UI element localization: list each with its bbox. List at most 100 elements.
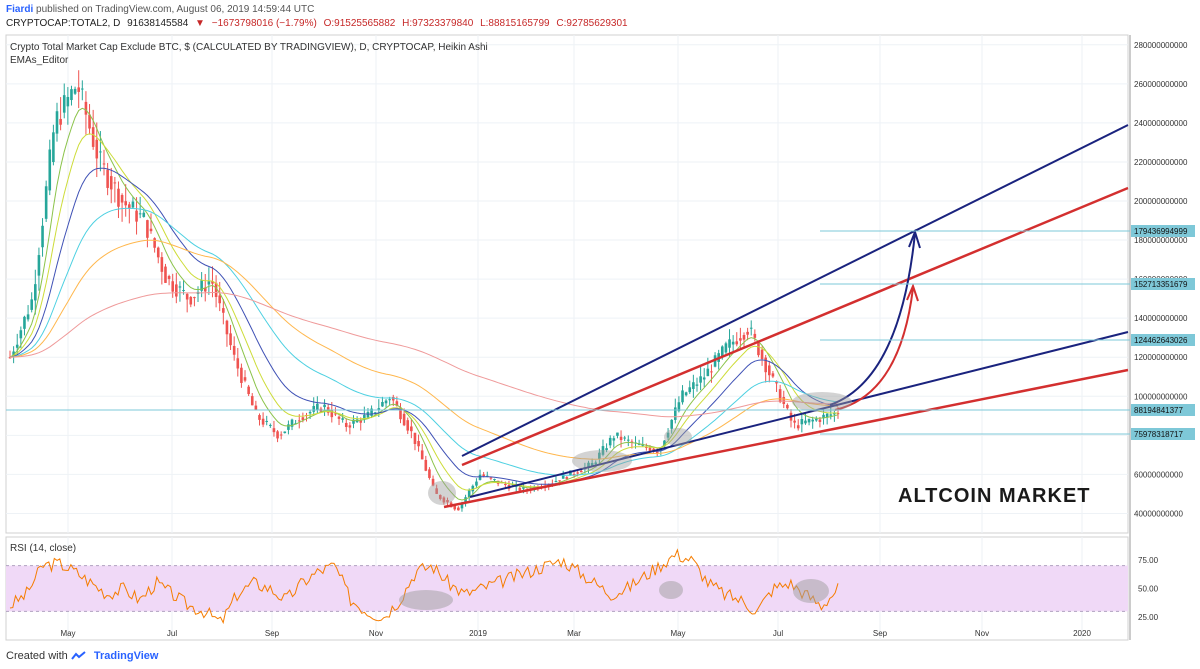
candle-body <box>554 480 558 482</box>
candle-body <box>254 405 258 411</box>
tradingview-brand-link[interactable]: TradingView <box>93 650 159 662</box>
upper-blue-trendline <box>461 124 1129 457</box>
candle-body <box>782 397 786 405</box>
price-tick-label: 260000000000 <box>1134 80 1188 89</box>
candle-body <box>587 462 590 468</box>
candle-body <box>836 413 840 415</box>
candle-body <box>641 444 645 446</box>
candle-body <box>359 420 363 423</box>
candle-body <box>91 127 95 147</box>
candle-body <box>381 401 384 407</box>
rsi-tick-label: 50.00 <box>1138 585 1159 594</box>
candle-body <box>363 414 366 420</box>
candle-body <box>171 281 175 292</box>
candle-body <box>66 96 70 107</box>
candle-body <box>778 389 782 403</box>
candle-body <box>149 228 153 232</box>
candle-body <box>218 295 222 304</box>
candle-body <box>829 414 833 416</box>
candle-body <box>225 320 229 335</box>
author-link[interactable]: Fiardi <box>6 4 34 15</box>
candle-body <box>88 114 91 129</box>
candle-body <box>735 341 739 345</box>
ema-line <box>9 107 839 501</box>
tradingview-logo-icon <box>71 651 86 660</box>
close-value: C:92785629301 <box>556 18 628 29</box>
candle-body <box>99 151 102 153</box>
candle-body <box>645 446 648 448</box>
candle-body <box>688 387 692 393</box>
candle-body <box>34 284 37 301</box>
candle-body <box>796 425 800 429</box>
candle-body <box>73 88 77 94</box>
candle-body <box>702 377 706 380</box>
candle-body <box>753 333 757 338</box>
candle-body <box>297 420 301 422</box>
date-tick-label: 2020 <box>1073 629 1091 638</box>
candles-group <box>8 70 840 512</box>
price-tick-label: 140000000000 <box>1134 314 1188 323</box>
price-tick-label: 180000000000 <box>1134 236 1188 245</box>
candle-body <box>413 432 417 444</box>
candle-body <box>214 282 218 297</box>
candle-body <box>37 255 41 276</box>
candle-body <box>572 473 576 475</box>
candle-body <box>160 257 164 272</box>
rsi-highlight-ellipse <box>399 590 453 610</box>
candle-body <box>619 436 623 441</box>
price-tick-label: 280000000000 <box>1134 41 1188 50</box>
candle-body <box>243 377 247 381</box>
candle-body <box>406 420 410 431</box>
candle-body <box>420 450 424 460</box>
candle-body <box>106 169 109 188</box>
rsi-band <box>6 565 1128 612</box>
date-tick-label: Mar <box>567 629 581 638</box>
price-tick-label: 200000000000 <box>1134 197 1188 206</box>
candle-body <box>728 339 731 348</box>
open-value: O:91525565882 <box>323 18 396 29</box>
candle-body <box>8 357 12 359</box>
candle-body <box>182 289 185 291</box>
candle-body <box>276 431 279 439</box>
candle-body <box>598 452 601 460</box>
candle-body <box>185 293 189 300</box>
candle-body <box>399 407 402 420</box>
blue-arrowhead-icon <box>908 229 921 249</box>
price-tick-label: 60000000000 <box>1134 470 1183 479</box>
indicator-name: EMAs_Editor <box>10 55 69 66</box>
candle-body <box>247 386 250 395</box>
candle-body <box>601 446 605 455</box>
rsi-highlight-ellipse <box>793 579 829 603</box>
high-value: H:97323379840 <box>402 18 474 29</box>
publish-info: Fiardi published on TradingView.com, Aug… <box>6 4 314 15</box>
candle-body <box>720 346 724 358</box>
candle-body <box>518 487 522 491</box>
candle-body <box>117 188 120 207</box>
candle-body <box>44 186 48 219</box>
candle-body <box>616 432 619 436</box>
candle-body <box>417 440 420 447</box>
candle-body <box>290 419 294 427</box>
candle-body <box>236 358 240 369</box>
price-level-badge <box>1131 278 1195 290</box>
candle-body <box>109 176 113 190</box>
price-level-badge <box>1131 225 1195 237</box>
candle-body <box>811 419 814 422</box>
candle-body <box>178 286 182 288</box>
ema-line <box>9 292 839 418</box>
candle-body <box>623 437 626 439</box>
candle-body <box>283 431 287 434</box>
candle-body <box>135 210 138 222</box>
candle-body <box>95 139 99 159</box>
candle-body <box>504 483 507 485</box>
candle-body <box>59 118 62 125</box>
candle-body <box>746 331 749 335</box>
candle-body <box>424 459 428 471</box>
candle-body <box>569 470 572 476</box>
candle-body <box>77 87 80 92</box>
candle-body <box>142 212 146 217</box>
highlight-ellipse <box>428 481 456 505</box>
candle-body <box>648 447 652 452</box>
candle-body <box>786 404 789 409</box>
